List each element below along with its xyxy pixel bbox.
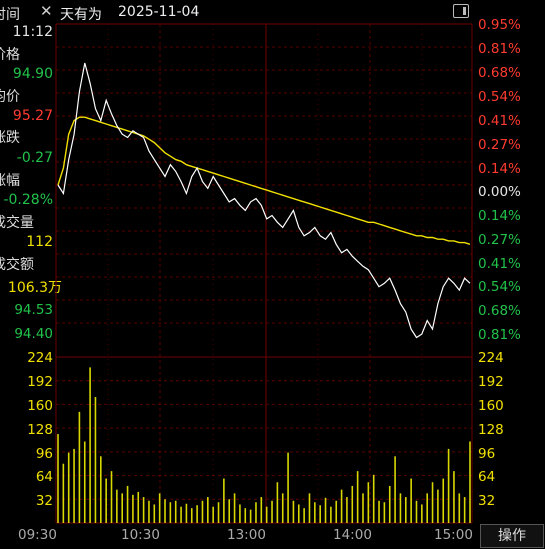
operate-button[interactable]: 操作 (480, 524, 544, 548)
left-volume-tick: 160 (27, 398, 53, 414)
amount-label: 成交额 (0, 257, 34, 273)
right-pct-tick: 0.81% (478, 327, 521, 343)
left-volume-tick: 96 (35, 446, 53, 462)
time-tick: 13:00 (227, 527, 266, 543)
pct-label: 涨幅 (0, 173, 20, 189)
right-pct-tick: 0.81% (478, 41, 521, 57)
left-volume-tick: 192 (27, 374, 53, 390)
volume-value: 112 (26, 234, 53, 250)
time-tick: 15:00 (434, 527, 473, 543)
right-volume-tick: 160 (478, 398, 504, 414)
right-pct-tick: 0.27% (478, 232, 521, 248)
right-pct-tick: 0.27% (478, 137, 521, 153)
right-volume-tick: 32 (478, 493, 496, 509)
pct-value: -0.28% (3, 192, 53, 208)
right-volume-tick: 64 (478, 469, 496, 485)
left-price-tick: 94.40 (14, 326, 53, 342)
amount-value: 106.3万 (7, 280, 62, 296)
window-toggle-icon[interactable] (453, 4, 469, 18)
close-icon[interactable]: ✕ (40, 2, 53, 20)
right-pct-tick: 0.54% (478, 279, 521, 295)
price-value: 94.90 (12, 66, 53, 82)
right-volume-tick: 192 (478, 374, 504, 390)
right-pct-tick: 0.68% (478, 303, 521, 319)
right-pct-tick: 0.14% (478, 161, 521, 177)
time-tick: 09:30 (18, 527, 57, 543)
right-pct-tick: 0.68% (478, 65, 521, 81)
stock-name: 天有为 (60, 7, 102, 23)
right-pct-tick: 0.41% (478, 113, 521, 129)
left-volume-tick: 128 (27, 422, 53, 438)
time-label: 时间 (0, 7, 20, 23)
change-value: -0.27 (16, 150, 53, 166)
volume-label: 成交量 (0, 215, 34, 231)
right-pct-tick: 0.54% (478, 89, 521, 105)
right-volume-tick: 128 (478, 422, 504, 438)
left-price-tick: 94.53 (14, 302, 53, 318)
left-volume-tick: 32 (35, 493, 53, 509)
time-value: 11:12 (12, 24, 53, 40)
time-tick: 10:30 (121, 527, 160, 543)
avg-price-line (57, 116, 471, 245)
right-pct-tick: 0.41% (478, 256, 521, 272)
top-bar: ✕ 天有为 2025-11-04 (0, 0, 545, 24)
price-line (57, 62, 471, 339)
change-label: 涨跌 (0, 130, 20, 146)
avg-value: 95.27 (12, 108, 53, 124)
chart-date: 2025-11-04 (118, 4, 200, 20)
left-volume-tick: 64 (35, 469, 53, 485)
time-tick: 14:00 (333, 527, 372, 543)
left-volume-tick: 224 (27, 350, 53, 366)
right-pct-tick: 0.14% (478, 208, 521, 224)
right-pct-tick: 0.00% (478, 184, 521, 200)
right-volume-tick: 96 (478, 446, 496, 462)
right-volume-tick: 224 (478, 350, 504, 366)
avg-label: 均价 (0, 89, 20, 105)
right-pct-tick: 0.95% (478, 17, 521, 33)
price-label: 价格 (0, 47, 20, 63)
